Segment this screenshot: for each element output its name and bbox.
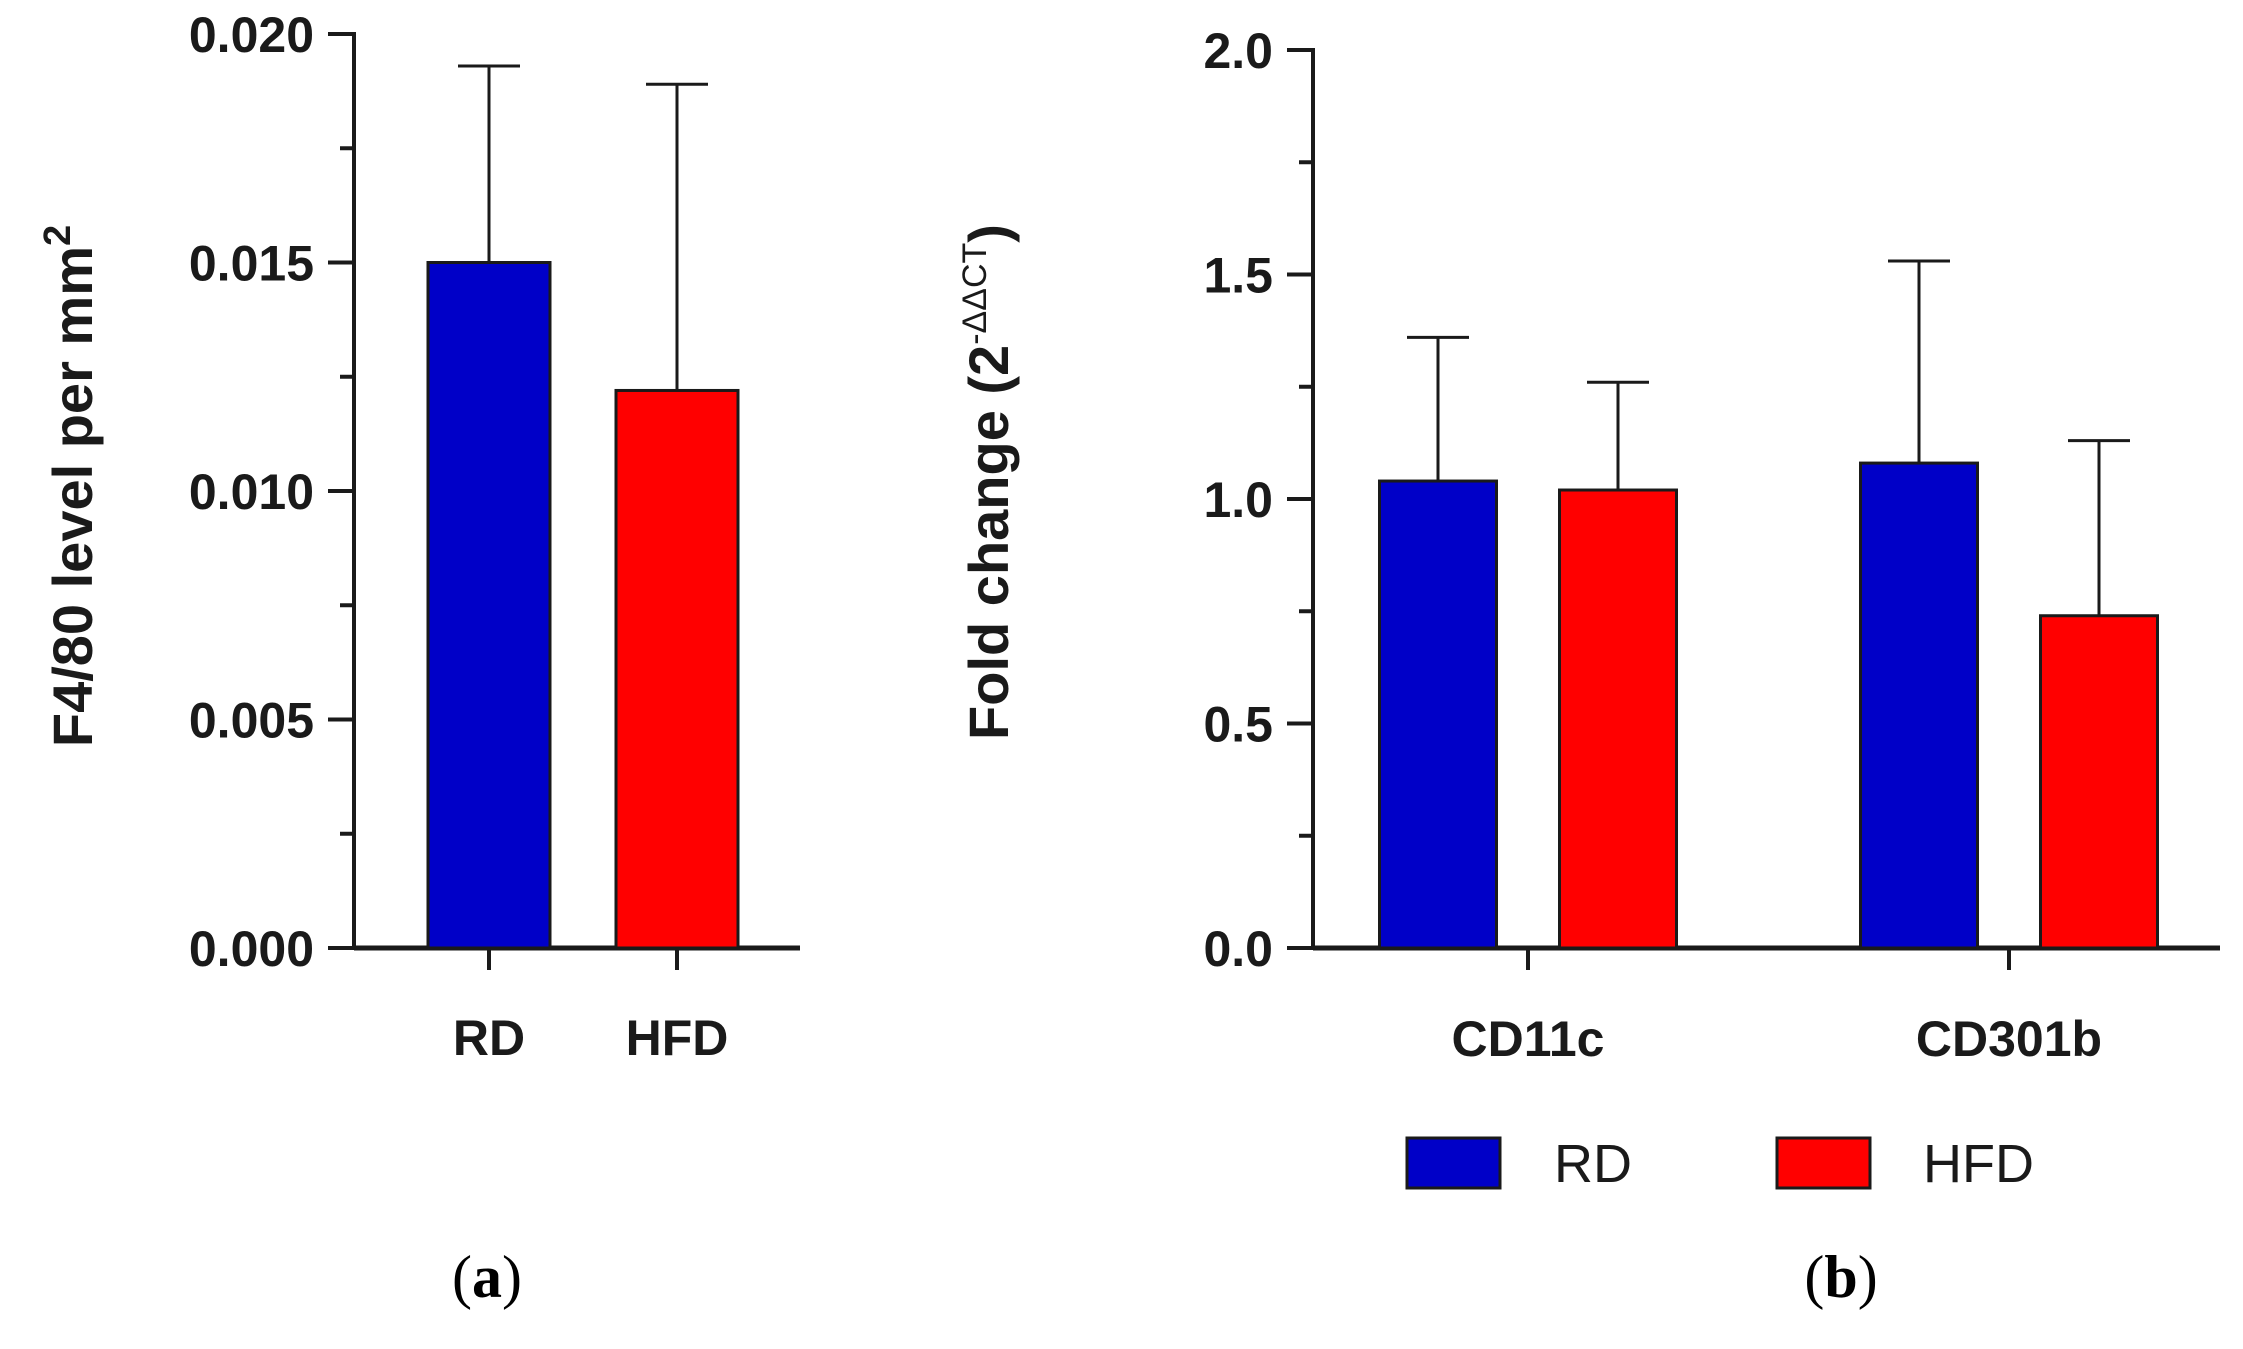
panel-b-y-tick-label: 0.5 bbox=[1203, 697, 1273, 753]
panel-b-y-title-end: ) bbox=[957, 224, 1020, 243]
panel-a-y-tick-label: 0.005 bbox=[189, 693, 314, 749]
panel-a-y-tick-label: 0.015 bbox=[189, 236, 314, 292]
legend-label-hfd: HFD bbox=[1923, 1134, 2034, 1194]
legend-swatch-hfd bbox=[1775, 1136, 1872, 1190]
legend-swatch-rd bbox=[1405, 1136, 1502, 1190]
bar-cd301b-hfd bbox=[2039, 614, 2159, 950]
panel-a-bars bbox=[426, 261, 740, 950]
panel-a-error-bars bbox=[458, 64, 708, 391]
category-label-cd11c: CD11c bbox=[1452, 1011, 1605, 1067]
panel-b-y-title-main: Fold change (2 bbox=[957, 345, 1020, 740]
panel-b-y-tick-label: 1.5 bbox=[1203, 248, 1273, 304]
panel-a-y-tick-label: 0.000 bbox=[189, 921, 314, 977]
category-label-rd: RD bbox=[453, 1010, 525, 1066]
bar-cd301b-rd bbox=[1859, 461, 1979, 950]
panel-a-y-tick-label: 0.010 bbox=[189, 464, 314, 520]
bar-rd bbox=[426, 261, 552, 950]
legend-label-rd: RD bbox=[1554, 1134, 1632, 1194]
legend: RD HFD bbox=[1405, 1134, 2034, 1194]
bar-cd11c-hfd bbox=[1558, 488, 1678, 950]
panel-b: 0.0 0.5 1.0 1.5 2.0 CD11c CD301b Fold change … bbox=[956, 23, 2220, 1310]
panel-a-letter: a bbox=[472, 1244, 502, 1310]
category-label-hfd: HFD bbox=[626, 1010, 729, 1066]
panel-b-label: (b) bbox=[1804, 1244, 1877, 1310]
panel-a-y-title-sup: 2 bbox=[37, 225, 79, 246]
bar-hfd bbox=[614, 388, 740, 950]
panel-a: 0.000 0.005 0.010 0.015 0.020 RD HFD F4/80 le… bbox=[37, 7, 800, 1310]
panel-a-label: (a) bbox=[452, 1244, 522, 1310]
panel-b-y-ticks: 0.0 0.5 1.0 1.5 2.0 bbox=[1203, 23, 1313, 977]
panel-b-category-labels: CD11c CD301b bbox=[1452, 1011, 2103, 1067]
panel-b-bars bbox=[1378, 461, 2159, 950]
panel-a-y-tick-label: 0.020 bbox=[189, 7, 314, 63]
panel-b-y-tick-label: 2.0 bbox=[1203, 23, 1273, 79]
panel-a-category-labels: RD HFD bbox=[453, 1010, 728, 1066]
panel-b-y-tick-label: 1.0 bbox=[1203, 472, 1273, 528]
panel-b-error-bars bbox=[1407, 259, 2130, 616]
panel-a-y-axis-title: F4/80 level per mm2 bbox=[37, 225, 104, 747]
panel-b-letter: b bbox=[1824, 1244, 1857, 1310]
panel-b-y-tick-label: 0.0 bbox=[1203, 921, 1273, 977]
panel-a-y-title-main: F4/80 level per mm bbox=[41, 246, 104, 747]
panel-b-y-title-sup: -ΔΔCT bbox=[956, 243, 994, 345]
panel-a-y-ticks: 0.000 0.005 0.010 0.015 0.020 bbox=[189, 7, 354, 977]
panel-b-y-axis-title: Fold change (2-ΔΔCT) bbox=[956, 224, 1020, 740]
bar-cd11c-rd bbox=[1378, 479, 1498, 950]
category-label-cd301b: CD301b bbox=[1916, 1011, 2102, 1067]
